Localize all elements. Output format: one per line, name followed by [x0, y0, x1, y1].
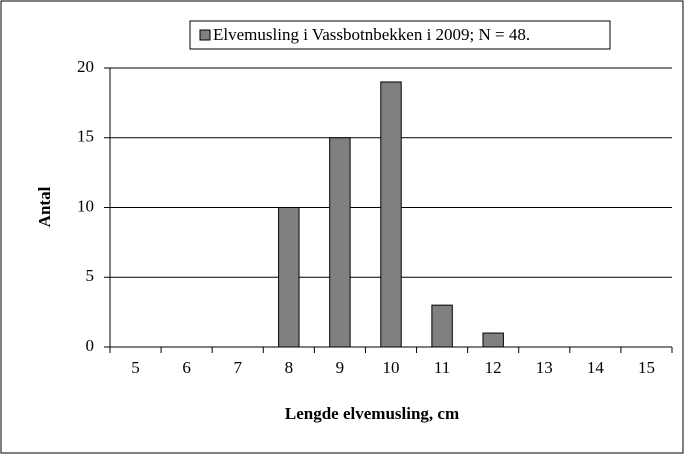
y-tick-label: 0	[86, 336, 95, 355]
x-tick-label: 5	[131, 358, 140, 377]
x-tick-label: 15	[638, 358, 655, 377]
legend-key	[199, 29, 211, 41]
x-tick-label: 10	[383, 358, 400, 377]
x-tick-label: 6	[182, 358, 191, 377]
x-tick-label: 7	[233, 358, 242, 377]
legend-label: Elvemusling i Vassbotnbekken i 2009; N =…	[213, 25, 530, 44]
x-tick-label: 14	[587, 358, 605, 377]
y-axis-label: Antal	[35, 186, 54, 227]
x-tick-label: 9	[336, 358, 345, 377]
y-tick-label: 15	[77, 127, 94, 146]
bar	[380, 81, 402, 348]
x-tick-label: 8	[285, 358, 294, 377]
x-tick-label: 12	[485, 358, 502, 377]
bar	[278, 207, 300, 348]
bar	[329, 137, 351, 348]
x-tick-label: 11	[434, 358, 450, 377]
bar	[431, 304, 453, 348]
y-tick-label: 5	[86, 266, 95, 285]
x-tick-label: 13	[536, 358, 553, 377]
legend-box	[189, 20, 611, 50]
y-tick-label: 10	[77, 196, 94, 215]
y-tick-label: 20	[77, 57, 94, 76]
x-axis-label: Lengde elvemusling, cm	[285, 404, 459, 423]
bar	[482, 332, 504, 348]
